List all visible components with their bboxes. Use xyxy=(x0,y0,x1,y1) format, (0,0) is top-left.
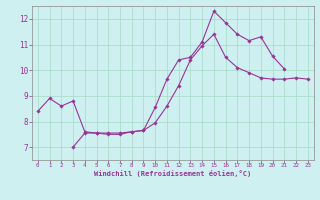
X-axis label: Windchill (Refroidissement éolien,°C): Windchill (Refroidissement éolien,°C) xyxy=(94,170,252,177)
